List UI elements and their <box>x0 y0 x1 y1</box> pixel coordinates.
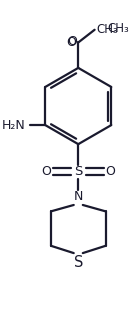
Text: O: O <box>42 165 51 178</box>
Text: CH₃: CH₃ <box>96 23 118 36</box>
Text: H₂N: H₂N <box>2 118 25 132</box>
Text: CH₃: CH₃ <box>107 22 129 35</box>
Text: N: N <box>74 190 83 203</box>
Text: O: O <box>67 36 76 49</box>
Text: S: S <box>74 165 82 178</box>
Text: O: O <box>67 35 77 48</box>
Text: O: O <box>105 165 115 178</box>
Text: S: S <box>74 255 83 270</box>
